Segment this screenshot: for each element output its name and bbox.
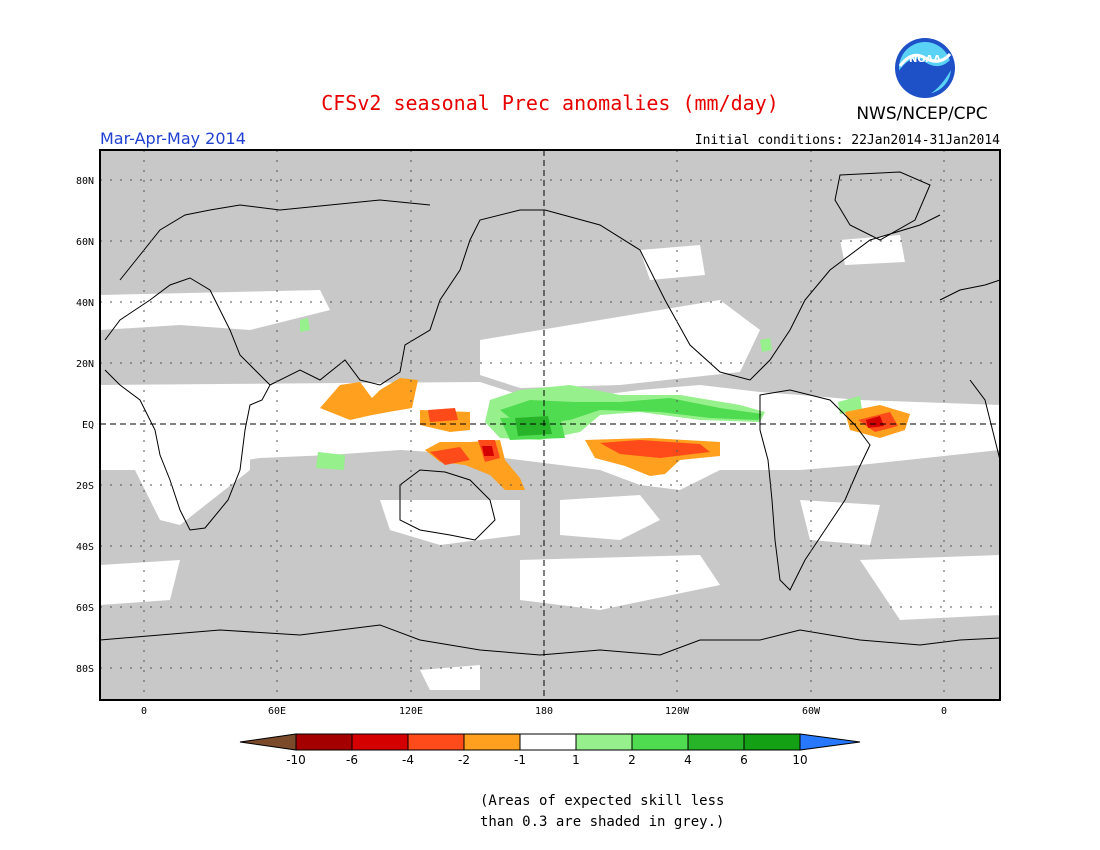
colorbar-arrow-low	[239, 733, 297, 751]
south-america-coast	[759, 389, 871, 591]
lon-label: 0	[941, 706, 947, 717]
lat-label: 60S	[76, 603, 94, 614]
colorbar-tick-label: -2	[458, 753, 470, 767]
colorbar-arrow-high	[799, 733, 861, 751]
africa-europe-coast	[104, 277, 271, 531]
colorbar-cell	[407, 733, 465, 751]
colorbar-cell	[575, 733, 633, 751]
skill-note-line1: (Areas of expected skill less	[480, 793, 724, 809]
noaa-logo: NOAA	[895, 38, 955, 98]
colorbar	[239, 733, 861, 751]
lon-label: 180	[535, 706, 553, 717]
season-label: Mar-Apr-May 2014	[100, 129, 246, 148]
org-label: NWS/NCEP/CPC	[856, 104, 987, 124]
antarctica-coast	[99, 624, 1001, 656]
noaa-logo-text: NOAA	[909, 54, 941, 65]
colorbar-tick-label: 1	[572, 753, 580, 767]
map-panel	[99, 149, 1001, 701]
colorbar-cell	[687, 733, 745, 751]
equator-dateline	[100, 150, 1000, 700]
lon-label: 0	[141, 706, 147, 717]
map-title: CFSv2 seasonal Prec anomalies (mm/day)	[321, 91, 779, 115]
lon-label: 120W	[665, 706, 690, 717]
init-conditions-label: Initial conditions: 22Jan2014-31Jan2014	[695, 133, 1000, 148]
colorbar-cell	[463, 733, 521, 751]
dark-red-anomalies	[482, 416, 884, 456]
skill-note-line2: than 0.3 are shaded in grey.)	[480, 814, 724, 830]
lat-label: 80S	[76, 664, 94, 675]
north-america-coast	[544, 209, 941, 381]
colorbar-cell	[631, 733, 689, 751]
colorbar-tick-label: -10	[286, 753, 306, 767]
colorbar-cell	[743, 733, 801, 751]
colorbar-tick-label: -1	[514, 753, 526, 767]
colorbar-tick-label: 10	[792, 753, 807, 767]
asia-coast	[269, 209, 545, 386]
colorbar-cell	[295, 733, 353, 751]
lon-label: 60E	[268, 706, 286, 717]
australia-coast	[399, 469, 496, 541]
europe-right-coast	[939, 279, 1001, 301]
africa-right-coast	[969, 379, 1001, 461]
coastlines	[99, 171, 1001, 656]
colorbar-tick-label: -4	[402, 753, 414, 767]
colorbar-tick-label: 2	[628, 753, 636, 767]
greenland-coast	[834, 171, 931, 241]
lat-label: 40N	[76, 298, 94, 309]
map-frame	[99, 149, 1001, 701]
lat-label: 20N	[76, 359, 94, 370]
lat-label: 80N	[76, 176, 94, 187]
lon-label: 60W	[802, 706, 821, 717]
lon-label: 120E	[399, 706, 423, 717]
colorbar-cell	[519, 733, 577, 751]
colorbar-tick-label: 4	[684, 753, 692, 767]
colorbar-cell	[351, 733, 409, 751]
lat-label: 40S	[76, 542, 94, 553]
green-dark-anomalies	[515, 416, 552, 436]
lat-label: 20S	[76, 481, 94, 492]
lat-label: EQ	[82, 420, 94, 431]
colorbar-tick-label: -6	[346, 753, 358, 767]
lat-label: 60N	[76, 237, 94, 248]
europe-north-coast	[119, 199, 431, 281]
gridlines	[100, 150, 1000, 700]
colorbar-tick-label: 6	[740, 753, 748, 767]
